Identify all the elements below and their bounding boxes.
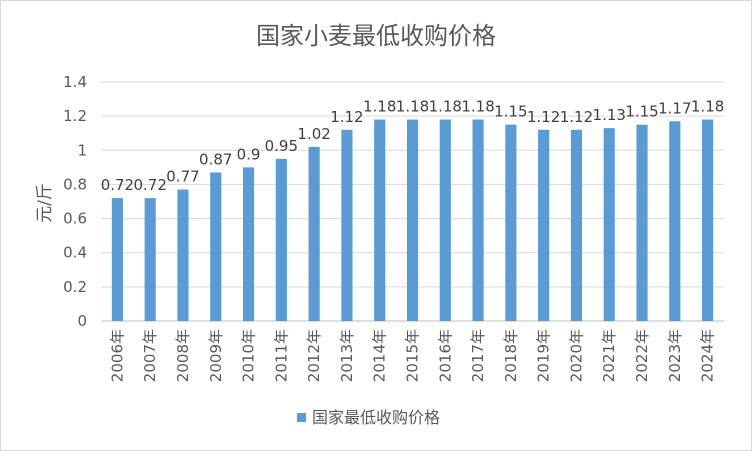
bar: [538, 129, 550, 321]
data-label: 0.77: [166, 168, 199, 186]
data-label: 0.87: [199, 150, 232, 168]
x-tick-label: 2011年: [272, 329, 290, 382]
x-tick-label: 2014年: [371, 329, 389, 382]
data-label: 1.02: [297, 125, 330, 143]
bar: [472, 119, 484, 321]
data-label: 1.12: [330, 108, 363, 126]
data-label: 0.95: [265, 137, 298, 155]
legend: 国家最低收购价格: [297, 408, 440, 427]
bar: [669, 121, 681, 321]
x-tick-label: 2009年: [207, 329, 225, 382]
bar: [275, 158, 287, 321]
x-tick-label: 2012年: [305, 329, 323, 382]
x-tick-label: 2007年: [141, 329, 159, 382]
x-tick-label: 2015年: [404, 329, 422, 382]
data-label: 1.12: [527, 108, 560, 126]
bar: [636, 124, 648, 321]
data-label: 0.72: [133, 176, 166, 194]
data-label: 1.15: [494, 103, 527, 121]
data-label: 1.18: [461, 98, 494, 116]
data-label: 1.15: [625, 103, 658, 121]
x-tick-label: 2008年: [174, 329, 192, 382]
bar: [439, 119, 451, 321]
y-tick-label: 0: [77, 312, 87, 330]
x-tick-label: 2010年: [240, 329, 258, 382]
y-tick-label: 0.6: [63, 210, 87, 228]
x-tick-label: 2017年: [469, 329, 487, 382]
data-label: 1.12: [560, 108, 593, 126]
x-tick-label: 2016年: [436, 329, 454, 382]
bar: [374, 119, 386, 321]
bar: [242, 167, 255, 321]
x-axis-ticks: 2006年 2007年 2008年 2009年 2010年 2011年 2012年 2013年…: [108, 329, 716, 382]
legend-label: 国家最低收购价格: [312, 408, 440, 427]
x-tick-label: 2021年: [600, 329, 618, 382]
bar: [111, 198, 123, 321]
x-tick-label: 2020年: [567, 329, 585, 382]
data-labels: 0.72 0.72 0.770.87 0.9 0.951.021.121.18 1.18 1…: [101, 98, 725, 195]
data-label: 0.9: [237, 145, 261, 163]
data-label: 1.18: [429, 98, 462, 116]
bar: [406, 119, 419, 321]
y-tick-label: 0.4: [63, 244, 87, 262]
bar: [144, 198, 156, 321]
data-label: 0.72: [101, 176, 134, 194]
x-tick-label: 2018年: [502, 329, 520, 382]
bar: [505, 124, 517, 321]
x-tick-label: 2019年: [535, 329, 553, 382]
x-tick-label: 2023年: [666, 329, 684, 382]
data-label: 1.17: [658, 99, 691, 117]
bar: [177, 189, 189, 321]
bar: [603, 128, 615, 321]
y-tick-label: 1.4: [63, 73, 87, 91]
bar: [341, 129, 353, 321]
x-tick-label: 2024年: [699, 329, 717, 382]
y-tick-label: 1.2: [63, 107, 87, 125]
y-tick-label: 1: [77, 141, 87, 159]
bar: [702, 119, 714, 321]
bar: [570, 129, 583, 321]
x-tick-label: 2022年: [633, 329, 651, 382]
data-label: 1.18: [691, 98, 724, 116]
data-label: 1.13: [593, 106, 626, 124]
data-label: 1.18: [396, 98, 429, 116]
bar: [308, 146, 320, 321]
y-tick-label: 0.2: [63, 278, 87, 296]
data-label: 1.18: [363, 98, 396, 116]
legend-swatch: [297, 413, 306, 422]
x-tick-label: 2013年: [338, 329, 356, 382]
x-tick-label: 2006年: [108, 329, 126, 382]
y-tick-label: 0.8: [63, 175, 87, 193]
bar: [210, 172, 222, 321]
chart-title: 国家小麦最低收购价格: [256, 22, 496, 50]
y-axis-label: 元/斤: [35, 183, 55, 223]
y-axis-ticks: 0 0.2 0.4 0.6 0.8 1 1.2 1.4: [63, 73, 87, 330]
bars: [111, 119, 714, 321]
